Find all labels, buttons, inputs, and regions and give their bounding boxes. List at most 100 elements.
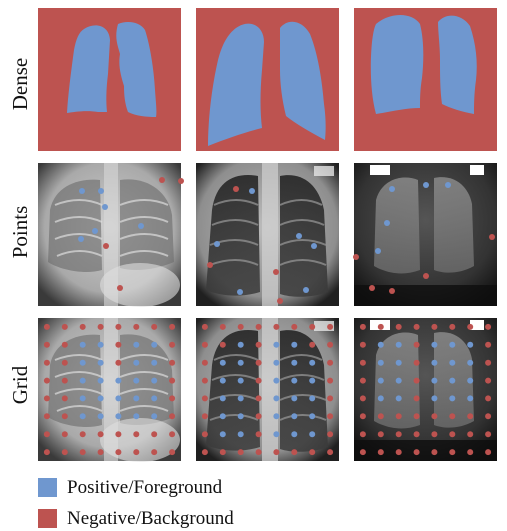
negative-point	[43, 395, 50, 402]
negative-point	[207, 262, 213, 268]
mask-left-lung	[67, 25, 110, 113]
positive-point	[395, 395, 402, 402]
positive-point	[219, 395, 226, 402]
positive-point	[102, 204, 108, 210]
row-label-dense: Dense	[8, 58, 32, 110]
negative-point	[201, 431, 208, 438]
positive-point	[133, 377, 140, 384]
negative-point	[489, 234, 495, 240]
mask-right-lung	[116, 22, 157, 117]
negative-point	[273, 449, 280, 456]
negative-point	[115, 359, 122, 366]
negative-point	[485, 323, 492, 330]
negative-point	[395, 431, 402, 438]
xray-image-4	[38, 318, 181, 462]
negative-point	[449, 323, 456, 330]
negative-point	[485, 341, 492, 348]
positive-point	[431, 359, 438, 366]
negative-point	[43, 323, 50, 330]
negative-point	[169, 359, 176, 366]
negative-point	[327, 359, 334, 366]
positive-point	[431, 341, 438, 348]
negative-point	[255, 413, 262, 420]
positive-point	[219, 359, 226, 366]
negative-point	[467, 323, 474, 330]
negative-point	[467, 449, 474, 456]
negative-point	[413, 413, 420, 420]
negative-point	[327, 413, 334, 420]
positive-point	[384, 220, 390, 226]
negative-point	[255, 359, 262, 366]
negative-point	[169, 377, 176, 384]
negative-point	[423, 273, 429, 279]
negative-point	[219, 341, 226, 348]
positive-point	[151, 341, 158, 348]
negative-point	[61, 413, 68, 420]
negative-point	[115, 323, 122, 330]
negative-point	[369, 285, 375, 291]
positive-point	[219, 431, 226, 438]
negative-point	[237, 449, 244, 456]
negative-point	[61, 377, 68, 384]
positive-point	[237, 289, 243, 295]
negative-point	[97, 449, 104, 456]
positive-point	[151, 377, 158, 384]
negative-point	[115, 341, 122, 348]
negative-point	[201, 413, 208, 420]
negative-point	[43, 377, 50, 384]
negative-point	[413, 449, 420, 456]
positive-point	[395, 359, 402, 366]
mask-left-lung	[208, 23, 264, 146]
negative-point	[61, 359, 68, 366]
positive-point	[79, 413, 86, 420]
positive-point	[273, 413, 280, 420]
mask-right-lung	[280, 21, 326, 140]
mask-left-lung	[370, 15, 424, 114]
negative-point	[359, 341, 366, 348]
positive-point	[98, 188, 104, 194]
negative-point	[169, 395, 176, 402]
negative-point	[237, 323, 244, 330]
negative-point	[219, 323, 226, 330]
negative-point	[389, 288, 395, 294]
positive-point	[467, 341, 474, 348]
positive-point	[467, 359, 474, 366]
positive-point	[291, 341, 298, 348]
positive-point	[291, 359, 298, 366]
negative-point	[97, 431, 104, 438]
positive-point	[273, 377, 280, 384]
negative-point	[431, 449, 438, 456]
negative-point	[43, 449, 50, 456]
positive-point	[138, 223, 144, 229]
legend-label-negative: Negative/Background	[67, 508, 234, 529]
positive-point	[291, 377, 298, 384]
negative-point	[133, 323, 140, 330]
row-label-grid: Grid	[8, 365, 32, 404]
positive-point	[431, 377, 438, 384]
negative-point	[201, 359, 208, 366]
positive-point	[97, 413, 104, 420]
positive-point	[273, 341, 280, 348]
positive-point	[309, 395, 316, 402]
negative-point	[327, 431, 334, 438]
positive-point	[79, 377, 86, 384]
negative-point	[255, 377, 262, 384]
negative-point	[117, 285, 123, 291]
positive-point	[237, 377, 244, 384]
positive-point	[309, 377, 316, 384]
positive-point	[151, 395, 158, 402]
negative-point	[103, 243, 109, 249]
negative-point	[115, 449, 122, 456]
positive-point	[237, 431, 244, 438]
negative-point	[431, 323, 438, 330]
negative-point	[413, 377, 420, 384]
negative-point	[327, 341, 334, 348]
positive-point	[377, 341, 384, 348]
positive-point	[97, 377, 104, 384]
negative-point	[431, 413, 438, 420]
positive-point	[311, 243, 317, 249]
positive-point	[467, 377, 474, 384]
positive-point	[309, 431, 316, 438]
positive-point	[296, 233, 302, 239]
negative-point	[169, 341, 176, 348]
